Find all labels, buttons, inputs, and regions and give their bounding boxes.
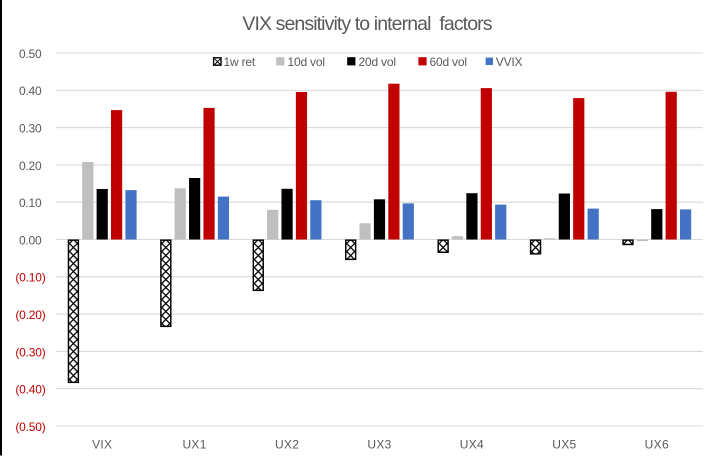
- svg-text:VIX: VIX: [92, 437, 112, 451]
- svg-text:60d vol: 60d vol: [430, 55, 467, 69]
- svg-text:UX6: UX6: [645, 437, 669, 451]
- svg-text:0.10: 0.10: [19, 196, 42, 210]
- svg-text:0.40: 0.40: [19, 84, 42, 98]
- svg-text:(0.50): (0.50): [15, 420, 45, 434]
- svg-text:UX1: UX1: [182, 437, 206, 451]
- svg-text:0.30: 0.30: [19, 122, 42, 136]
- svg-text:(0.40): (0.40): [15, 383, 45, 397]
- svg-text:1w ret: 1w ret: [224, 55, 256, 69]
- svg-text:10d vol: 10d vol: [288, 55, 325, 69]
- svg-text:UX3: UX3: [367, 437, 391, 451]
- svg-text:20d vol: 20d vol: [359, 55, 396, 69]
- svg-text:VIX sensitivity to internal fa: VIX sensitivity to internal factors: [242, 13, 492, 35]
- svg-text:(0.10): (0.10): [15, 271, 45, 285]
- svg-text:UX2: UX2: [275, 437, 299, 451]
- svg-text:UX4: UX4: [460, 437, 484, 451]
- svg-text:(0.20): (0.20): [15, 308, 45, 322]
- svg-text:VVIX: VVIX: [496, 55, 523, 69]
- svg-text:0.20: 0.20: [19, 159, 42, 173]
- svg-text:0.00: 0.00: [19, 233, 42, 247]
- svg-text:UX5: UX5: [552, 437, 576, 451]
- svg-text:(0.30): (0.30): [15, 345, 45, 359]
- svg-text:0.50: 0.50: [19, 47, 42, 61]
